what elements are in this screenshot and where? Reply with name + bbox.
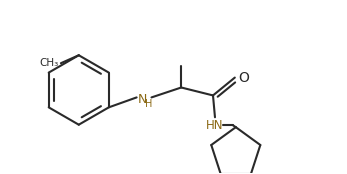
Text: O: O (238, 71, 249, 85)
Text: H: H (145, 99, 152, 109)
Text: N: N (138, 93, 147, 106)
Text: CH₃: CH₃ (40, 58, 59, 68)
Text: HN: HN (206, 119, 224, 132)
